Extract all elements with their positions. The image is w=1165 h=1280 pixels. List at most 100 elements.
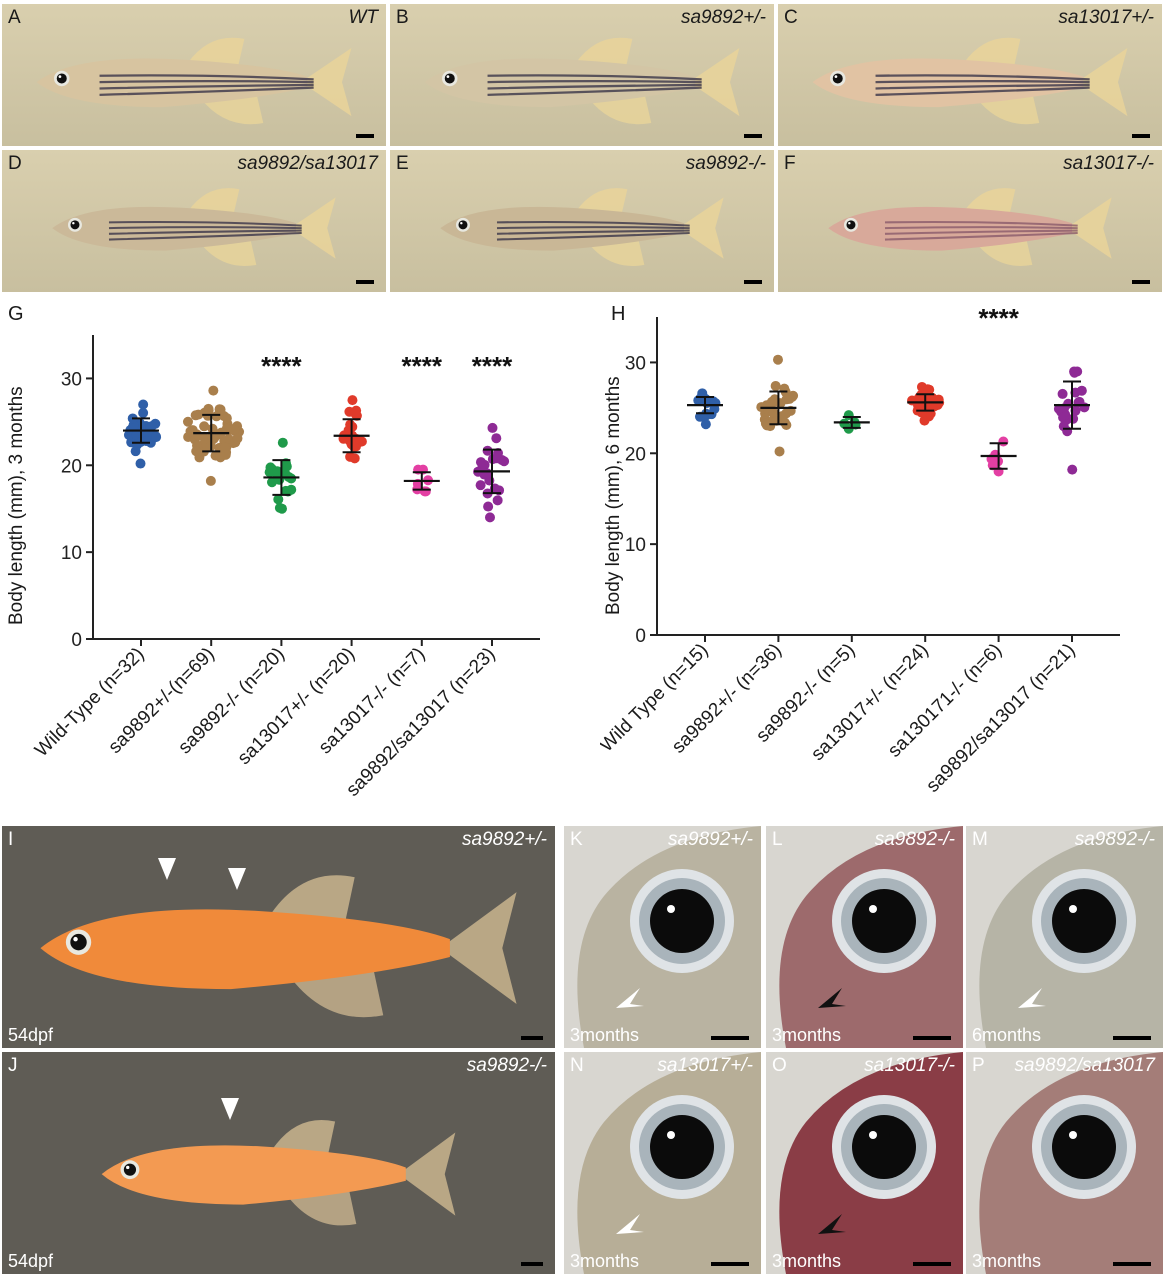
- panel-label: A: [8, 7, 21, 28]
- panel-label: I: [8, 829, 14, 850]
- panel-background: [2, 1052, 555, 1274]
- panel-background: [2, 150, 386, 292]
- category-label: sa9892/sa13017 (n=21): [922, 640, 1079, 797]
- panel-background: [2, 4, 386, 146]
- significance-stars: ****: [978, 303, 1019, 333]
- data-point: [491, 433, 502, 444]
- data-point: [772, 354, 783, 365]
- data-point: [482, 445, 493, 456]
- arrowhead-icon: [228, 868, 246, 890]
- panel-background: [390, 4, 774, 146]
- significance-stars: ****: [472, 351, 513, 381]
- data-point: [344, 406, 355, 417]
- panel-background: [2, 826, 555, 1048]
- panel-background: [390, 150, 774, 292]
- panel-background: [766, 1052, 963, 1274]
- age-label: 6months: [972, 1025, 1042, 1045]
- data-point: [190, 410, 201, 421]
- arrowhead-icon: [158, 858, 176, 880]
- genotype-label: sa9892-/-: [685, 153, 766, 174]
- arrowhead-icon: [616, 1214, 644, 1234]
- age-label: 3months: [570, 1025, 640, 1045]
- data-point: [286, 484, 297, 495]
- genotype-label: sa9892-/-: [466, 1055, 547, 1076]
- fish-illustration: [52, 188, 336, 266]
- genotype-label: sa13017-/-: [1063, 153, 1154, 174]
- data-point: [220, 442, 231, 453]
- data-point: [345, 451, 356, 462]
- data-point: [781, 394, 792, 405]
- genotype-label: sa9892+/-: [680, 7, 766, 28]
- data-point: [350, 441, 361, 452]
- genotype-label: sa9892/sa13017: [1014, 1055, 1155, 1076]
- data-point: [1057, 388, 1068, 399]
- fish-illustration: [440, 188, 724, 266]
- data-point: [1053, 403, 1064, 414]
- panel-label: K: [570, 829, 583, 850]
- data-point: [146, 421, 157, 432]
- panel-label: F: [784, 153, 796, 174]
- y-tick-label: 0: [71, 630, 82, 651]
- arrowhead-icon: [1018, 988, 1046, 1008]
- genotype-label: sa13017-/-: [864, 1055, 955, 1076]
- data-point: [135, 458, 146, 469]
- data-point: [205, 475, 216, 486]
- data-point: [273, 494, 284, 505]
- fish-illustration: [828, 188, 1112, 266]
- data-point: [347, 395, 358, 406]
- data-point: [695, 393, 706, 404]
- panel-label: E: [396, 153, 409, 174]
- scale-bar: [913, 1036, 951, 1040]
- panel-background: [778, 4, 1162, 146]
- data-point: [138, 399, 149, 410]
- panel-label: D: [8, 153, 22, 174]
- data-point: [1068, 413, 1079, 424]
- fish-illustration: [812, 37, 1128, 125]
- y-tick-label: 0: [635, 626, 646, 647]
- genotype-label: sa9892+/-: [461, 829, 547, 850]
- scale-bar: [913, 1262, 951, 1266]
- data-point: [487, 422, 498, 433]
- data-point: [700, 419, 711, 430]
- scale-bar: [1113, 1262, 1151, 1266]
- data-point: [229, 425, 240, 436]
- data-point: [191, 429, 202, 440]
- data-point: [191, 446, 202, 457]
- panel-background: [966, 1052, 1163, 1274]
- data-point: [232, 433, 243, 444]
- arrowhead-icon: [221, 1098, 239, 1120]
- age-label: 3months: [570, 1251, 640, 1271]
- age-label: 54dpf: [8, 1025, 54, 1045]
- data-point: [709, 403, 720, 414]
- data-point: [220, 449, 231, 460]
- genotype-label: sa9892-/-: [1074, 829, 1155, 850]
- fish-illustration: [36, 37, 352, 125]
- fish-illustration: [40, 875, 517, 1018]
- panel-label-G: G: [8, 303, 24, 325]
- panel-label: O: [772, 1055, 787, 1076]
- data-point: [277, 437, 288, 448]
- significance-stars: ****: [261, 351, 302, 381]
- scale-bar: [1113, 1036, 1151, 1040]
- scale-bar: [356, 134, 374, 138]
- age-label: 3months: [772, 1251, 842, 1271]
- data-point: [492, 495, 503, 506]
- scale-bar: [1132, 134, 1150, 138]
- arrowhead-icon: [818, 1214, 846, 1234]
- data-point: [475, 480, 486, 491]
- fish-panel-a: A WT: [2, 4, 386, 146]
- panel-label: B: [396, 7, 409, 28]
- panel-background: [966, 826, 1163, 1048]
- y-tick-label: 10: [61, 543, 82, 564]
- data-point: [774, 446, 785, 457]
- panel-label: J: [8, 1055, 18, 1076]
